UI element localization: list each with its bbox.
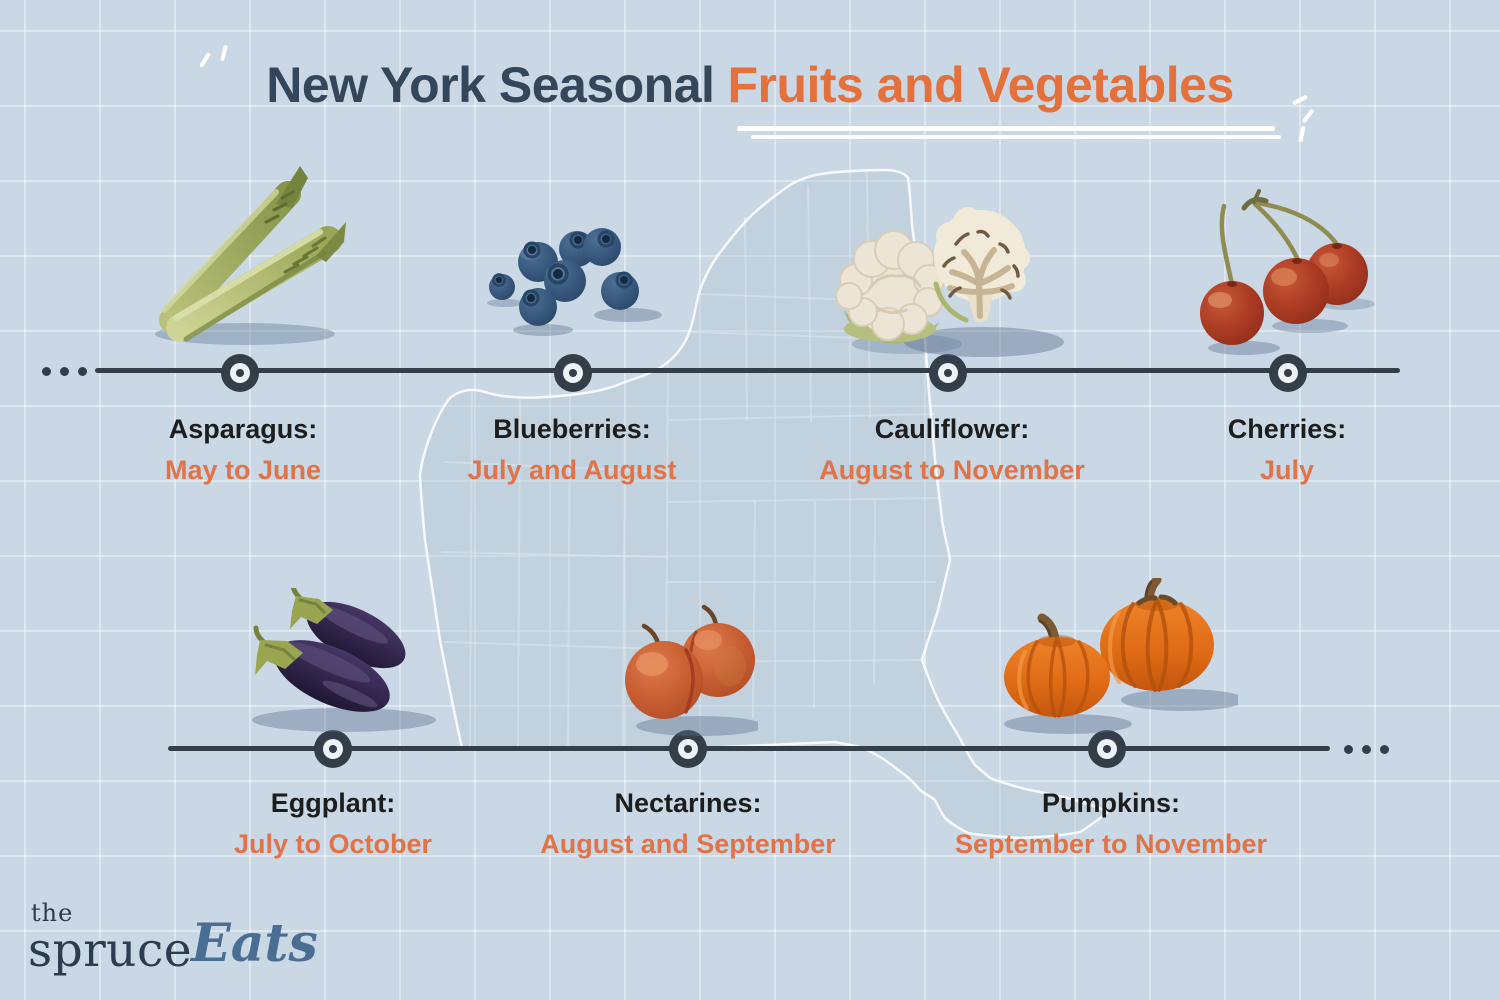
logo-the: the (31, 899, 74, 927)
timeline-top-continuation-dots (42, 367, 87, 376)
sparkle-mark-icon (1298, 125, 1306, 143)
item-season: July to October (233, 829, 433, 860)
eggplant-illustration (252, 588, 436, 732)
page-title: New York Seasonal Fruits and Vegetables (0, 56, 1500, 114)
item-season: August to November (819, 455, 1085, 486)
item-name: Pumpkins: (1041, 788, 1181, 818)
cherries-illustration (1200, 189, 1375, 355)
item-name: Asparagus: (168, 414, 318, 444)
asparagus-label: Asparagus: May to June (43, 414, 443, 486)
timeline-node-nectarines (669, 730, 707, 768)
title-underline (751, 135, 1281, 139)
item-name: Nectarines: (614, 788, 762, 818)
nectarines-illustration (625, 604, 758, 736)
item-name: Cherries: (1227, 414, 1347, 444)
spruce-eats-logo: the spruce Eats (28, 901, 318, 974)
timeline-node-asparagus (221, 354, 259, 392)
timeline-node-pumpkins (1088, 730, 1126, 768)
timeline-node-cauliflower (929, 354, 967, 392)
nectarines-label: Nectarines: August and September (488, 788, 888, 860)
timeline-bottom (168, 746, 1330, 751)
asparagus-illustration (155, 166, 346, 345)
new-york-state-map (418, 168, 1110, 840)
title-orange-text: Fruits and Vegetables (727, 57, 1234, 113)
pumpkins-illustration (1004, 578, 1238, 734)
item-season: July and August (467, 455, 677, 486)
blueberries-illustration (487, 228, 662, 336)
blueberries-label: Blueberries: July and August (372, 414, 772, 486)
logo-eats: Eats (191, 913, 318, 974)
item-season: August and September (540, 829, 836, 860)
cherries-label: Cherries: July (1087, 414, 1487, 486)
cauliflower-label: Cauliflower: August to November (752, 414, 1152, 486)
title-underline (737, 126, 1275, 131)
item-season: May to June (164, 455, 322, 486)
item-name: Eggplant: (270, 788, 396, 818)
timeline-node-cherries (1269, 354, 1307, 392)
timeline-top (95, 368, 1400, 373)
eggplant-label: Eggplant: July to October (133, 788, 533, 860)
title-dark-text: New York Seasonal (266, 57, 715, 113)
timeline-node-blueberries (554, 354, 592, 392)
cauliflower-illustration (835, 207, 1064, 357)
item-name: Cauliflower: (874, 414, 1030, 444)
pumpkins-label: Pumpkins: September to November (911, 788, 1311, 860)
item-season: July (1259, 455, 1315, 486)
logo-spruce: spruce (28, 923, 193, 978)
timeline-bottom-continuation-dots (1344, 745, 1389, 754)
item-name: Blueberries: (493, 414, 651, 444)
item-season: September to November (954, 829, 1268, 860)
timeline-node-eggplant (314, 730, 352, 768)
